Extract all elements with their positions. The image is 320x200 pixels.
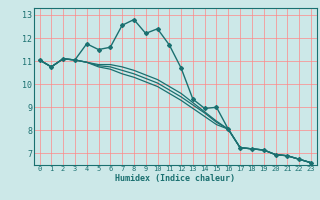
X-axis label: Humidex (Indice chaleur): Humidex (Indice chaleur) — [115, 174, 235, 183]
